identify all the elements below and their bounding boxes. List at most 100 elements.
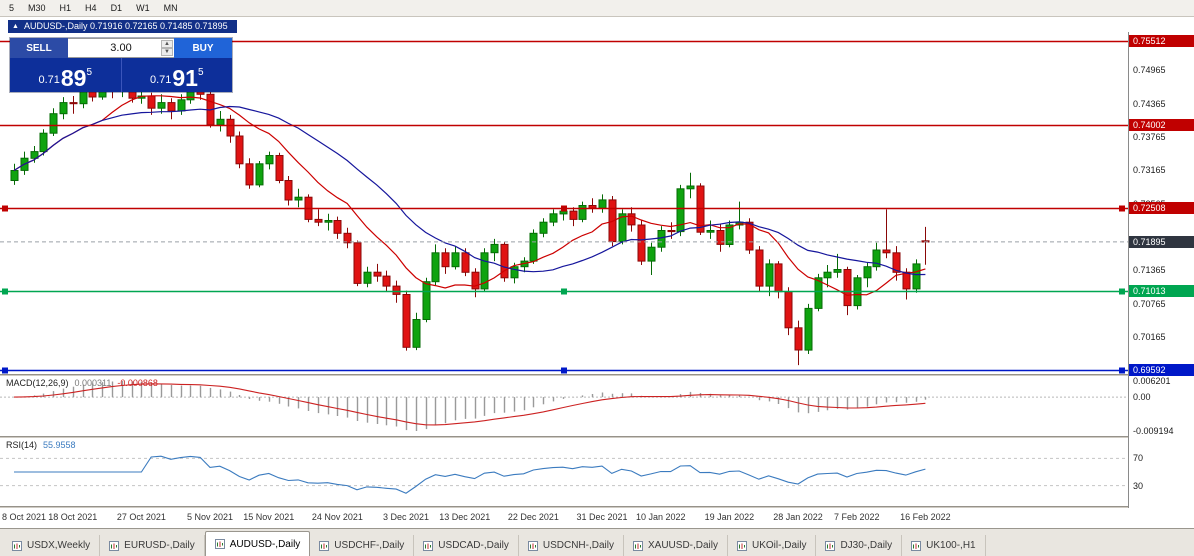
level-price-badge: 0.71013 <box>1129 284 1194 297</box>
buy-price-sup: 5 <box>197 67 204 78</box>
date-tick-label: 5 Nov 2021 <box>186 512 234 522</box>
date-tick-label: 19 Jan 2022 <box>704 512 755 522</box>
chart-tab-usdx-weekly[interactable]: USDX,Weekly <box>3 535 101 556</box>
volume-control[interactable]: 3.00 ▲ ▼ <box>68 38 174 58</box>
chart-window-titlebar[interactable]: ▲ AUDUSD-,Daily 0.71916 0.72165 0.71485 … <box>8 20 237 33</box>
timeframe-5[interactable]: 5 <box>9 2 15 13</box>
date-tick-label: 8 Oct 2021 <box>2 512 47 522</box>
hline-handle[interactable] <box>1119 288 1125 295</box>
date-tick-label: 10 Jan 2022 <box>636 512 686 522</box>
sell-price-prefix: 0.71 <box>38 74 60 86</box>
hline-handle[interactable] <box>2 288 8 295</box>
pane-divider[interactable] <box>0 374 1194 376</box>
chart-icon <box>12 540 22 551</box>
rsi-value: 55.9558 <box>43 440 76 450</box>
chart-tab-label: AUDUSD-,Daily <box>229 538 301 550</box>
chart-tab-label: UK100-,H1 <box>926 540 976 551</box>
volume-value[interactable]: 3.00 <box>110 42 132 54</box>
chart-tab-label: UKOil-,Daily <box>752 540 807 551</box>
rsi-chart[interactable] <box>0 438 1128 506</box>
rsi-label: RSI(14) 55.9558 <box>6 440 76 450</box>
chart-tab-label: EURUSD-,Daily <box>124 540 195 551</box>
chart-icon <box>423 540 434 551</box>
hline-handle[interactable] <box>561 205 567 212</box>
pane-divider[interactable] <box>0 506 1194 508</box>
chart-tab-eurusd-daily[interactable]: EURUSD-,Daily <box>100 535 205 556</box>
chart-tab-usdcad-daily[interactable]: USDCAD-,Daily <box>414 535 519 556</box>
chart-tab-ukoil-daily[interactable]: UKOil-,Daily <box>728 535 817 556</box>
price-tick: 0.73165 <box>1133 165 1166 176</box>
buy-price-big: 91 <box>172 65 198 91</box>
hline-handle[interactable] <box>1119 367 1125 374</box>
date-tick-label: 18 Oct 2021 <box>48 512 98 522</box>
level-price-badge: 0.72508 <box>1129 201 1194 214</box>
hline-handle[interactable] <box>2 205 8 212</box>
price-tick: 0.70165 <box>1133 332 1166 343</box>
date-tick-label: 27 Oct 2021 <box>116 512 166 522</box>
price-tick: 0.74965 <box>1133 65 1166 76</box>
rsi-axis-tick: 30 <box>1133 480 1144 491</box>
price-axis[interactable]: 0.749650.743650.737650.731650.725650.713… <box>1128 32 1194 508</box>
chart-tab-label: USDCHF-,Daily <box>334 540 405 551</box>
volume-up-button[interactable]: ▲ <box>161 40 173 48</box>
hline-handle[interactable] <box>561 367 567 374</box>
date-tick-label: 28 Jan 2022 <box>773 512 823 522</box>
buy-price-display[interactable]: 0.71 91 5 <box>122 58 233 92</box>
date-tick-label: 3 Dec 2021 <box>382 512 430 522</box>
macd-name: MACD(12,26,9) <box>6 378 69 388</box>
macd-axis-tick: -0.009194 <box>1133 426 1174 436</box>
sell-price-big: 89 <box>60 65 87 91</box>
volume-down-button[interactable]: ▼ <box>161 48 173 56</box>
date-tick-label: 13 Dec 2021 <box>439 512 491 522</box>
chart-tab-xauusd-daily[interactable]: XAUUSD-,Daily <box>624 535 728 556</box>
hline-handle[interactable] <box>2 367 8 374</box>
date-axis[interactable]: 8 Oct 2021 18 Oct 2021 27 Oct 2021 5 Nov 20… <box>0 508 1128 528</box>
chart-icon <box>319 540 330 551</box>
hline-handle[interactable] <box>561 288 567 295</box>
chart-tab-usdchf-daily[interactable]: USDCHF-,Daily <box>310 535 415 556</box>
chart-icon <box>527 540 538 551</box>
timeframe-MN[interactable]: MN <box>163 2 178 13</box>
chart-icon <box>214 539 225 549</box>
one-click-trading-panel: SELL 3.00 ▲ ▼ BUY 0.71 89 5 0.71 91 5 <box>10 38 232 92</box>
timeframe-M30[interactable]: M30 <box>28 2 46 13</box>
chart-tab-bar: USDX,Weekly EURUSD-,Daily AUDUSD-,Daily USD… <box>0 528 1194 556</box>
chart-tab-usdcnh-daily[interactable]: USDCNH-,Daily <box>519 535 624 556</box>
chart-tab-audusd-daily[interactable]: AUDUSD-,Daily <box>204 531 311 556</box>
level-price-badge: 0.75512 <box>1129 34 1194 47</box>
chart-icon <box>737 540 747 551</box>
date-tick-label: 24 Nov 2021 <box>311 512 363 522</box>
level-price-badge: 0.69592 <box>1129 363 1194 376</box>
chart-tab-label: USDX,Weekly <box>27 540 91 551</box>
rsi-name: RSI(14) <box>6 440 38 450</box>
pane-divider[interactable] <box>0 436 1194 438</box>
price-tick: 0.70765 <box>1133 298 1166 309</box>
chart-tab-uk100-h1[interactable]: UK100-,H1 <box>902 535 986 556</box>
buy-button[interactable]: BUY <box>174 38 232 58</box>
macd-label: MACD(12,26,9) 0.000311 -0.000868 <box>6 378 158 388</box>
macd-chart[interactable] <box>0 376 1128 436</box>
chart-tab-label: DJ30-,Daily <box>840 540 893 551</box>
timeframe-W1[interactable]: W1 <box>136 2 150 13</box>
chart-icon <box>911 540 922 551</box>
moving-average-21 <box>13 105 926 276</box>
macd-axis-tick: 0.00 <box>1133 392 1151 403</box>
macd-axis-tick: 0.006201 <box>1133 376 1171 386</box>
timeframe-H4[interactable]: H4 <box>85 2 97 13</box>
price-tick: 0.73765 <box>1133 131 1166 142</box>
timeframe-D1[interactable]: D1 <box>110 2 123 13</box>
sell-price-display[interactable]: 0.71 89 5 <box>10 58 122 92</box>
date-tick-label: 22 Dec 2021 <box>507 512 559 522</box>
chart-tab-dj30-daily[interactable]: DJ30-,Daily <box>816 535 903 556</box>
timeframe-toolbar: 5 M30 H1 H4 D1 W1 MN <box>0 0 1194 17</box>
chart-tab-label: XAUUSD-,Daily <box>647 540 718 551</box>
sell-button[interactable]: SELL <box>10 38 68 58</box>
timeframe-H1[interactable]: H1 <box>59 2 72 13</box>
hline-handle[interactable] <box>1119 205 1125 212</box>
sell-price-sup: 5 <box>86 67 93 78</box>
chart-icon <box>632 540 643 551</box>
current-price-badge: 0.71895 <box>1129 235 1194 248</box>
chart-tab-label: USDCNH-,Daily <box>542 540 614 551</box>
chart-tab-label: USDCAD-,Daily <box>438 540 509 551</box>
price-tick: 0.71365 <box>1133 265 1166 276</box>
